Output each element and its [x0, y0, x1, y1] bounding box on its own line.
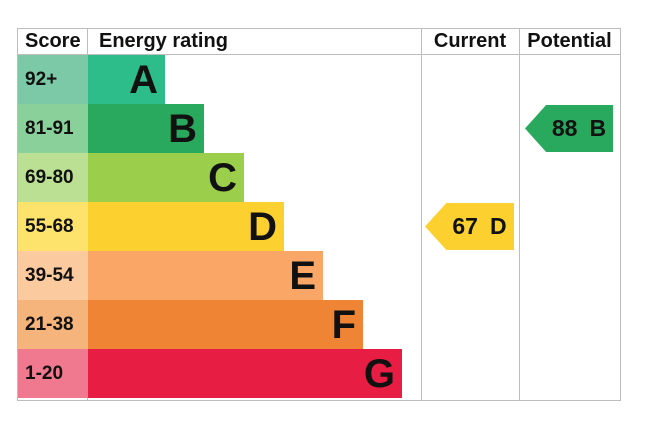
table-header: Score Energy rating Current Potential — [18, 29, 620, 55]
band-letter: B — [168, 106, 197, 151]
band-letter: C — [208, 155, 237, 200]
band-bar-b: B — [88, 104, 204, 153]
potential-header: Potential — [527, 30, 612, 52]
potential-rating-arrow: 88 B — [525, 105, 613, 152]
band-bar-e: E — [88, 251, 323, 300]
band-row-c: 69-80 C — [18, 153, 402, 202]
band-letter: E — [289, 253, 316, 298]
score-range: 81-91 — [18, 104, 88, 153]
score-range: 92+ — [18, 55, 88, 104]
band-row-d: 55-68 D — [18, 202, 402, 251]
band-bar-g: G — [88, 349, 402, 398]
band-row-b: 81-91 B — [18, 104, 402, 153]
band-letter: G — [363, 351, 395, 396]
epc-table: Score Energy rating Current Potential 92… — [17, 28, 621, 401]
band-row-g: 1-20 G — [18, 349, 402, 398]
current-column-divider — [421, 29, 422, 400]
score-range: 1-20 — [18, 349, 88, 398]
score-range: 39-54 — [18, 251, 88, 300]
current-rating-letter: D — [489, 213, 507, 239]
energy-rating-header: Energy rating — [99, 30, 228, 52]
current-header: Current — [433, 30, 507, 52]
score-range: 69-80 — [18, 153, 88, 202]
band-letter: F — [331, 302, 356, 347]
score-range: 21-38 — [18, 300, 88, 349]
band-letter: D — [248, 204, 277, 249]
current-rating-arrow: 67 D — [425, 203, 514, 250]
band-row-a: 92+ A — [18, 55, 402, 104]
potential-rating-letter: B — [589, 115, 607, 141]
score-range: 55-68 — [18, 202, 88, 251]
band-bar-d: D — [88, 202, 284, 251]
band-bar-f: F — [88, 300, 363, 349]
band-row-f: 21-38 F — [18, 300, 402, 349]
current-score: 67 — [452, 213, 478, 239]
band-bar-c: C — [88, 153, 244, 202]
band-row-e: 39-54 E — [18, 251, 402, 300]
score-header: Score — [25, 30, 81, 52]
band-rows: 92+ A 81-91 B 69-80 C 55-68 D — [18, 55, 402, 398]
band-letter: A — [129, 57, 158, 102]
potential-column-divider — [519, 29, 520, 400]
band-bar-a: A — [88, 55, 165, 104]
potential-score: 88 — [551, 115, 578, 141]
